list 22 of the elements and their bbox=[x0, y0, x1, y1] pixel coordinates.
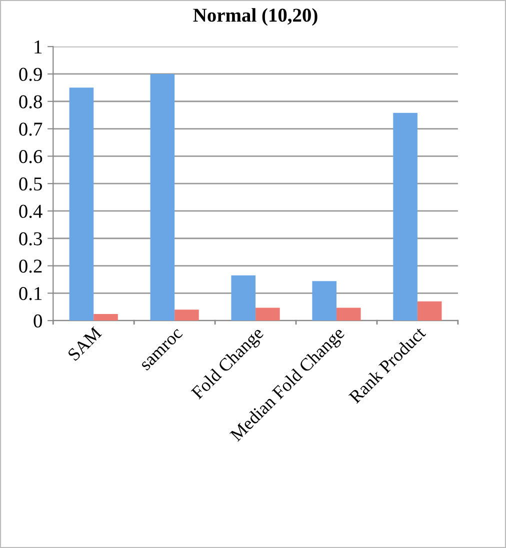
y-tick-label: 0.8 bbox=[19, 95, 42, 108]
y-tick-label: 0.6 bbox=[19, 150, 42, 164]
y-tick-label: 0.4 bbox=[19, 204, 42, 218]
bar bbox=[94, 314, 118, 321]
bar bbox=[336, 308, 361, 321]
bar bbox=[256, 308, 280, 321]
bar bbox=[231, 275, 256, 321]
y-tick-label: 0.9 bbox=[19, 68, 42, 82]
y-tick-label: 0.7 bbox=[19, 122, 42, 136]
chart-title: Normal (10,20) bbox=[193, 8, 318, 26]
y-tick-label: 1 bbox=[34, 40, 42, 54]
y-tick-label: 0 bbox=[34, 314, 42, 328]
bar bbox=[150, 74, 175, 321]
bar bbox=[174, 310, 199, 321]
y-tick-label: 0.3 bbox=[19, 232, 42, 246]
y-tick-label: 0.5 bbox=[19, 177, 42, 191]
bar bbox=[312, 281, 336, 321]
bar bbox=[417, 301, 442, 321]
bar bbox=[393, 112, 418, 321]
bar bbox=[69, 88, 94, 321]
y-tick-label: 0.2 bbox=[19, 260, 42, 273]
y-tick-label: 0.1 bbox=[19, 286, 42, 300]
